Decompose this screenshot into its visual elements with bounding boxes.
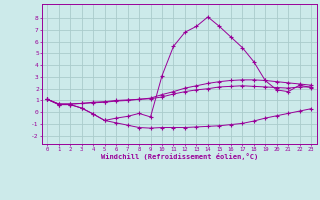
X-axis label: Windchill (Refroidissement éolien,°C): Windchill (Refroidissement éolien,°C)	[100, 153, 258, 160]
